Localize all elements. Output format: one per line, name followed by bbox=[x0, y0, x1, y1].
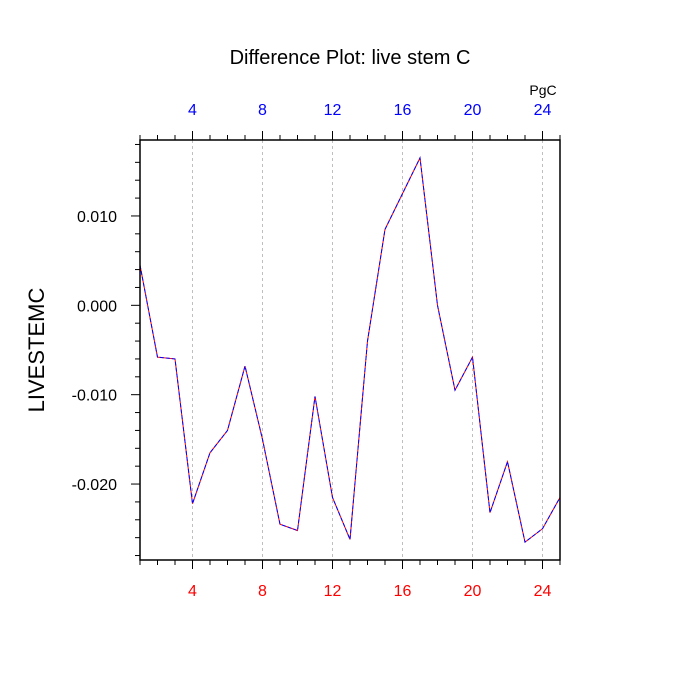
y-tick-label: -0.010 bbox=[72, 388, 117, 405]
y-tick-label: 0.010 bbox=[77, 209, 117, 226]
series-layer bbox=[139, 156, 561, 544]
x-tick-label-bottom: 16 bbox=[394, 583, 412, 600]
x-tick-label-bottom: 8 bbox=[258, 583, 267, 600]
x-tick-label-bottom: 24 bbox=[534, 583, 552, 600]
series-line-red bbox=[139, 156, 561, 544]
x-tick-label-top: 20 bbox=[464, 102, 482, 119]
x-tick-label-bottom: 4 bbox=[188, 583, 197, 600]
chart-title: Difference Plot: live stem C bbox=[230, 47, 471, 69]
x-tick-label-top: 12 bbox=[324, 102, 342, 119]
x-tick-label-top: 24 bbox=[534, 102, 552, 119]
x-tick-label-top: 8 bbox=[258, 102, 267, 119]
grid-layer bbox=[192, 140, 543, 560]
tick-labels-layer: 4 4 8 8 12 12 16 16 20 20 24 24 0.010 0.000 -0.010 -0.0… bbox=[72, 102, 552, 600]
y-axis-label: LIVESTEMC bbox=[24, 288, 49, 413]
y-tick-label: 0.000 bbox=[77, 298, 117, 315]
x-tick-label-bottom: 12 bbox=[324, 583, 342, 600]
units-label: PgC bbox=[529, 82, 556, 98]
x-tick-label-top: 16 bbox=[394, 102, 412, 119]
ticks-layer bbox=[131, 131, 561, 569]
series-line-blue bbox=[139, 156, 561, 544]
y-tick-label: -0.020 bbox=[72, 477, 117, 494]
plot-frame bbox=[139, 139, 561, 561]
x-tick-label-top: 4 bbox=[188, 102, 197, 119]
x-tick-label-bottom: 20 bbox=[464, 583, 482, 600]
